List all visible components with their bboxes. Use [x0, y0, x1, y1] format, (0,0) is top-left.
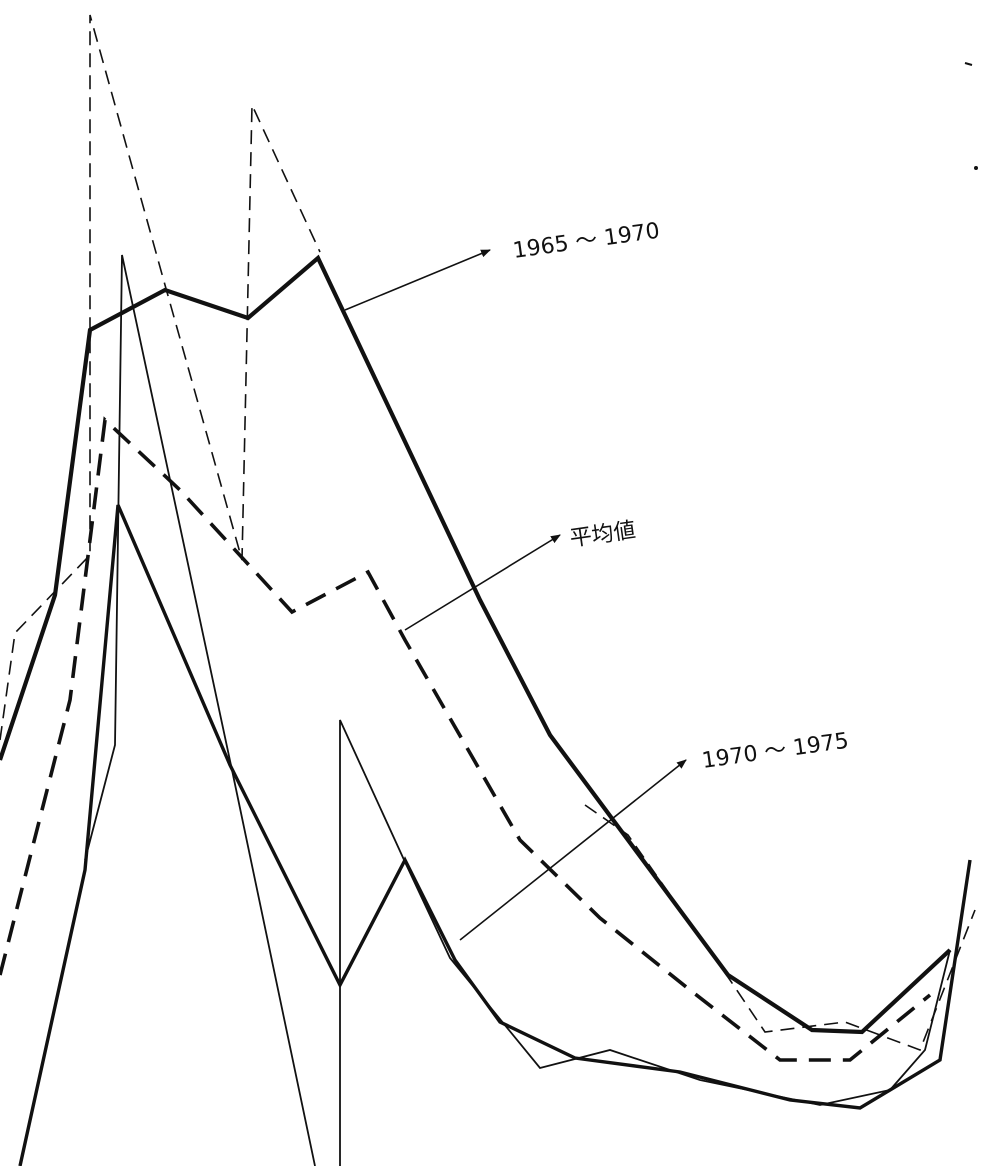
annotation-label-1970-1975: 1970 ～ 1975 — [700, 729, 850, 774]
annotation-arrow-average — [404, 534, 561, 631]
tick-mark — [964, 62, 973, 66]
series-line-thin-dashed-3 — [0, 14, 321, 741]
annotation-label-1965-1970: 1965 ～ 1970 — [511, 219, 661, 264]
series-line-thick-solid-0 — [0, 254, 952, 1035]
annotation-arrow-1970-1975 — [459, 759, 687, 941]
series-line-thick-dashed-1 — [0, 416, 932, 1062]
series-line-thin-solid-6 — [339, 719, 951, 1166]
series-line-thin-dashed-4 — [584, 804, 976, 1052]
series-line-lower-solid-2 — [18, 504, 972, 1166]
series-line-thin-solid-5 — [84, 254, 316, 1166]
annotation-arrow-1965-1970 — [344, 249, 491, 311]
dot-mark — [974, 166, 978, 170]
series-layer — [0, 14, 976, 1166]
annotation-label-average: 平均値 — [568, 518, 637, 552]
